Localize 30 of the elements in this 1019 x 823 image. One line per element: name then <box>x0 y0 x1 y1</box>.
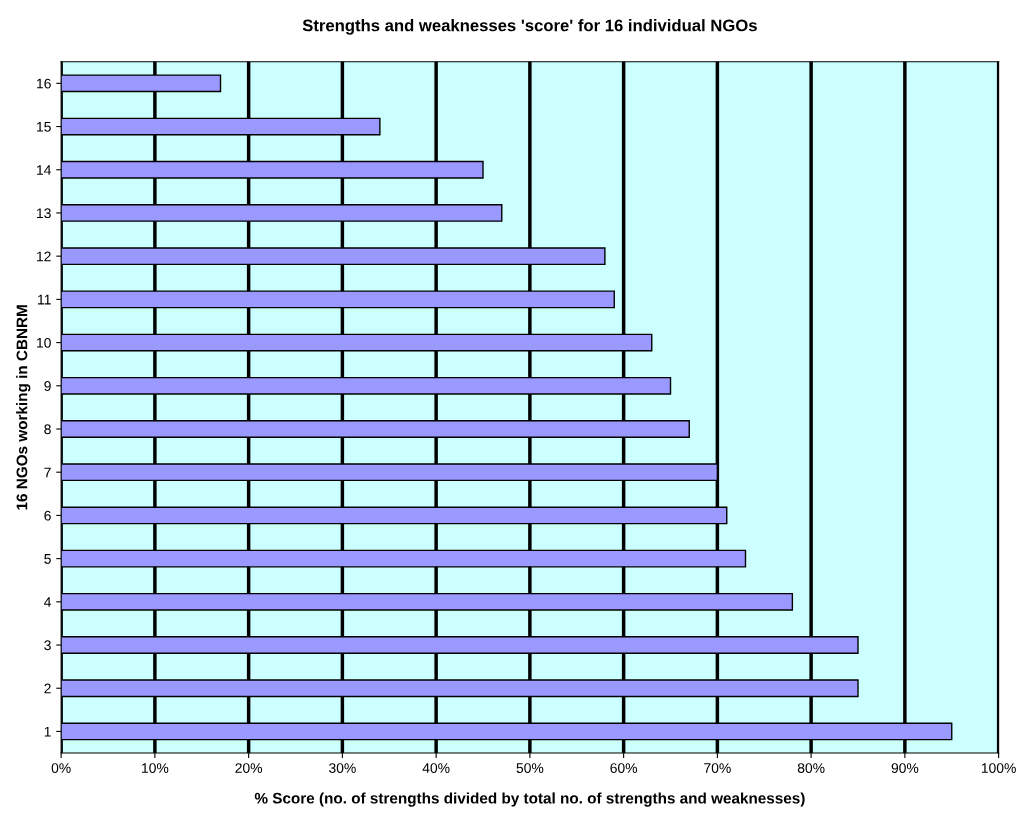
x-tick-label: 60% <box>610 763 638 773</box>
x-tick-label: 70% <box>704 763 731 773</box>
x-tick-label: 20% <box>235 763 263 773</box>
x-tick-label: 10% <box>142 763 169 773</box>
y-tick-label: 16 <box>37 78 51 89</box>
x-axis-title: % Score (no. of strengths divided by total no. of strengths and weaknesses) <box>254 792 805 807</box>
y-tick-label: 10 <box>37 337 51 348</box>
y-tick-label: 1 <box>44 726 51 737</box>
y-tick-label: 4 <box>44 597 52 607</box>
y-tick-label: 7 <box>44 467 51 478</box>
x-tick-label: 0% <box>51 763 71 773</box>
y-tick-label: 8 <box>44 424 51 435</box>
y-tick-label: 15 <box>37 122 51 132</box>
x-tick-label: 100% <box>981 763 1016 773</box>
y-tick-label: 3 <box>44 640 51 651</box>
y-tick-label: 13 <box>37 208 51 219</box>
x-tick-label: 50% <box>516 763 544 773</box>
chart-title: Strengths and weaknesses 'score' for 16 individual NGOs <box>302 19 757 35</box>
y-tick-label: 2 <box>44 683 51 694</box>
y-tick-label: 6 <box>44 510 51 521</box>
y-tick-label: 14 <box>37 165 52 175</box>
x-tick-label: 80% <box>797 763 825 773</box>
y-tick-label: 5 <box>44 554 51 564</box>
x-tick-label: 40% <box>422 763 450 773</box>
x-tick-label: 90% <box>891 763 919 773</box>
y-axis-title: 16 NGOs working in CBNRM <box>16 305 31 510</box>
y-tick-label: 9 <box>44 381 51 391</box>
y-tick-label: 12 <box>37 251 51 262</box>
y-tick-label: 11 <box>38 294 51 305</box>
x-tick-label: 30% <box>329 763 356 773</box>
